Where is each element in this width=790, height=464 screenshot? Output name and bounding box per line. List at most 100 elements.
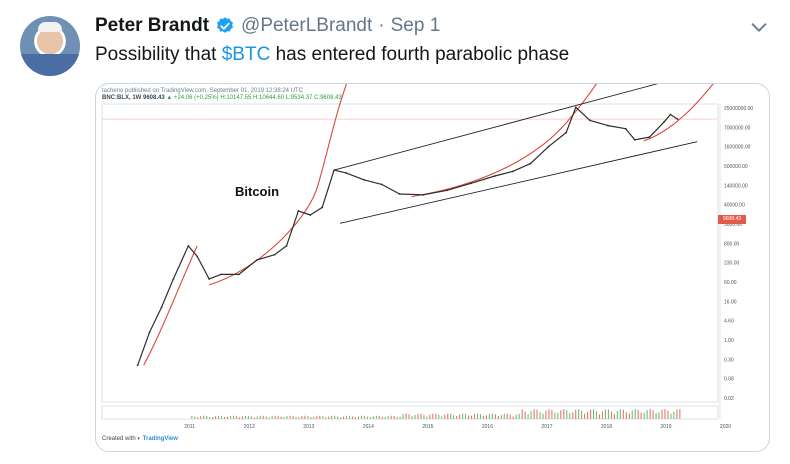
volume-bar [310, 417, 312, 419]
volume-bar [241, 416, 243, 419]
price-point [237, 273, 240, 276]
volume-bar [357, 416, 360, 419]
y-tick-label: 500000.00 [724, 164, 748, 170]
volume-bar [334, 415, 336, 419]
volume-bar [465, 413, 467, 419]
chart-publish-info: tacheno published on TradingView.com, Se… [102, 88, 304, 94]
price-point [333, 169, 336, 172]
price-point [547, 145, 550, 148]
volume-bar [506, 413, 508, 419]
price-point [446, 189, 449, 192]
upper-trendline [333, 84, 659, 171]
parabolic-curve [143, 245, 198, 366]
volume-bar [206, 415, 208, 419]
author-name[interactable]: Peter Brandt [95, 15, 210, 36]
volume-bar [429, 414, 431, 419]
x-tick-label: 2017 [541, 424, 552, 430]
author-handle[interactable]: @PeterLBrandt [241, 15, 373, 36]
price-point [633, 138, 636, 141]
tweet-date[interactable]: Sep 1 [390, 15, 441, 36]
avatar[interactable] [20, 16, 80, 76]
volume-bar [530, 410, 532, 419]
volume-bar [661, 409, 663, 419]
volume-bar [601, 411, 604, 419]
cashtag-link[interactable]: $BTC [221, 44, 271, 65]
volume-bar [360, 415, 362, 419]
x-tick-label: 2019 [660, 424, 671, 430]
volume-bar [628, 413, 630, 419]
volume-bar [485, 415, 487, 419]
volume-bar [619, 409, 621, 419]
volume-bar [414, 415, 416, 419]
volume-bar [378, 415, 380, 419]
price-point [574, 106, 577, 109]
tradingview-logo-icon: ◐ [137, 436, 141, 442]
volume-bar [453, 415, 455, 419]
volume-bar [524, 411, 526, 419]
price-point [380, 183, 383, 186]
x-tick-label: 2013 [303, 424, 314, 430]
volume-bar [221, 416, 223, 419]
volume-bar [607, 409, 609, 419]
avatar-shirt [20, 54, 80, 76]
volume-bar [646, 410, 648, 419]
volume-bar [369, 417, 371, 419]
chart-symbol-info: BNC:BLX, 1W 9608.43 ▲ +24.06 (+0.25%) H:… [102, 95, 342, 101]
volume-bar [625, 412, 627, 419]
volume-bar [447, 413, 449, 419]
volume-bar [536, 409, 538, 419]
volume-bar [354, 417, 357, 419]
volume-bar [250, 416, 252, 419]
volume-bar [471, 415, 473, 419]
volume-bar [444, 414, 446, 419]
volume-bar [209, 416, 211, 419]
y-tick-label: 0.02 [724, 396, 734, 402]
y-tick-label: 3000.00 [724, 222, 742, 228]
tweet-media-image[interactable]: tacheno published on TradingView.com, Se… [95, 83, 770, 452]
chevron-down-icon[interactable] [748, 16, 770, 38]
volume-bar [411, 416, 413, 419]
volume-bar [649, 409, 651, 419]
volume-bar [500, 415, 502, 419]
volume-bar [658, 412, 660, 419]
volume-bar [435, 413, 437, 419]
y-tick-label: 0.08 [724, 377, 734, 383]
tweet-text: Possibility that $BTC has entered fourth… [95, 43, 569, 67]
volume-bar [212, 416, 214, 419]
price-point [345, 171, 347, 174]
volume-bar [232, 415, 235, 419]
y-tick-label: 1600000.00 [724, 145, 751, 151]
y-tick-label: 4.60 [724, 319, 734, 325]
volume-bar [542, 413, 544, 419]
volume-bar [286, 416, 288, 419]
tweet-text-prefix: Possibility that [95, 44, 222, 65]
volume-bar [509, 414, 511, 419]
volume-bar [578, 409, 580, 419]
volume-bar [491, 413, 493, 419]
volume-bar [304, 415, 306, 419]
volume-bar [563, 409, 565, 419]
x-tick-label: 2018 [601, 424, 612, 430]
volume-bar [363, 415, 365, 419]
volume-bar [405, 413, 407, 419]
volume-bar [292, 415, 294, 419]
volume-bar [560, 410, 562, 419]
y-tick-label: 40000.00 [724, 203, 745, 209]
y-tick-label: 800.00 [724, 241, 740, 247]
volume-bar [271, 416, 273, 419]
volume-bar [468, 415, 470, 419]
price-point [196, 255, 199, 258]
price-point [648, 136, 651, 138]
volume-bar [426, 416, 428, 419]
price-point [676, 118, 679, 120]
price-point [136, 364, 139, 367]
volume-bar [521, 409, 523, 419]
volume-bar [375, 415, 377, 419]
price-point [362, 178, 365, 181]
volume-bar [322, 416, 324, 419]
price-point [321, 206, 324, 209]
volume-bar [396, 417, 398, 419]
y-tick-label: 7000000.00 [724, 125, 751, 131]
volume-bar [384, 416, 386, 419]
volume-bar [432, 413, 434, 419]
